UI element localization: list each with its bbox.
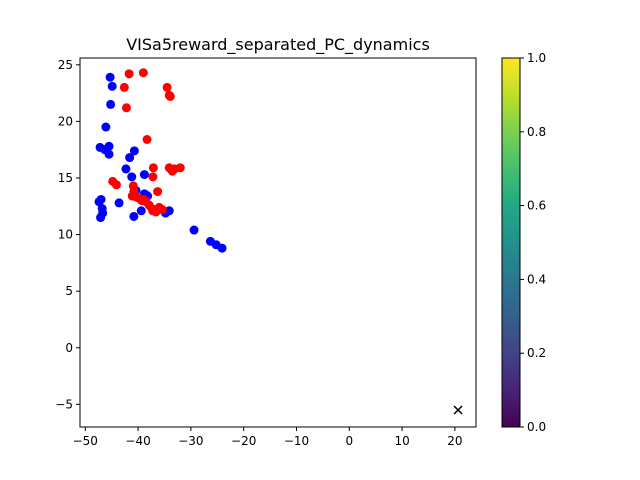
x-tick-label: 0 bbox=[345, 434, 353, 448]
data-point-series-1 bbox=[121, 103, 131, 113]
data-point-series-1 bbox=[142, 134, 152, 144]
data-point-series-0 bbox=[101, 122, 111, 132]
data-point-series-1 bbox=[162, 82, 172, 92]
colorbar-tick-label: 0.8 bbox=[527, 125, 546, 139]
data-point-series-0 bbox=[104, 141, 114, 151]
x-marker-stroke bbox=[453, 405, 463, 415]
x-axis: −50 −40 −30 −20 −10 0 10 20 bbox=[73, 427, 463, 448]
data-point-series-1 bbox=[148, 163, 158, 173]
y-tick-label: 10 bbox=[58, 228, 73, 242]
data-point-series-1 bbox=[111, 180, 121, 190]
data-point-series-0 bbox=[104, 149, 114, 159]
colorbar-tick-label: 0.4 bbox=[527, 272, 546, 286]
points-layer bbox=[94, 68, 463, 415]
data-point-series-0 bbox=[127, 172, 137, 182]
data-point-series-0 bbox=[96, 194, 106, 204]
data-point-series-0 bbox=[129, 211, 139, 221]
data-point-series-0 bbox=[125, 153, 135, 163]
y-tick-label: 5 bbox=[65, 284, 73, 298]
colorbar-tick-label: 0.6 bbox=[527, 199, 546, 213]
colorbar bbox=[501, 57, 521, 428]
data-point-series-1 bbox=[148, 172, 158, 182]
data-point-series-1 bbox=[124, 69, 134, 79]
data-point-series-1 bbox=[139, 194, 149, 204]
data-point-series-1 bbox=[138, 68, 148, 78]
x-marker bbox=[453, 405, 463, 415]
x-tick-label: −50 bbox=[73, 434, 98, 448]
data-point-series-0 bbox=[106, 99, 116, 109]
x-tick-label: 10 bbox=[394, 434, 409, 448]
data-point-series-1 bbox=[165, 91, 175, 101]
y-tick-label: 25 bbox=[58, 58, 73, 72]
colorbar-tick-label: 0.0 bbox=[527, 420, 546, 434]
data-point-series-0 bbox=[136, 206, 146, 216]
x-tick-label: 20 bbox=[447, 434, 462, 448]
y-tick-label: 0 bbox=[65, 341, 73, 355]
y-tick-label: −5 bbox=[55, 397, 73, 411]
data-point-series-0 bbox=[164, 206, 174, 216]
data-point-series-0 bbox=[129, 146, 139, 156]
data-point-series-0 bbox=[96, 213, 106, 223]
data-point-series-0 bbox=[139, 170, 149, 180]
data-point-series-1 bbox=[153, 187, 163, 197]
x-tick-label: −30 bbox=[178, 434, 203, 448]
data-point-series-1 bbox=[157, 205, 167, 215]
data-point-series-0 bbox=[107, 81, 117, 91]
data-point-series-1 bbox=[148, 206, 158, 216]
data-point-series-0 bbox=[217, 243, 227, 253]
data-point-series-1 bbox=[119, 82, 129, 92]
y-axis: −5 0 5 10 15 20 25 bbox=[55, 58, 80, 411]
data-point-series-0 bbox=[121, 164, 131, 174]
y-tick-label: 20 bbox=[58, 114, 73, 128]
data-point-series-0 bbox=[114, 198, 124, 208]
chart-title: VISa5reward_separated_PC_dynamics bbox=[126, 35, 430, 55]
colorbar-tick-label: 0.2 bbox=[527, 346, 546, 360]
colorbar-axis: 0.0 0.2 0.4 0.6 0.8 1.0 bbox=[520, 51, 546, 434]
data-point-series-0 bbox=[105, 72, 115, 82]
y-tick-label: 15 bbox=[58, 171, 73, 185]
x-tick-label: −20 bbox=[231, 434, 256, 448]
data-point-series-0 bbox=[189, 225, 199, 235]
x-tick-label: −40 bbox=[125, 434, 150, 448]
x-tick-label: −10 bbox=[284, 434, 309, 448]
colorbar-tick-label: 1.0 bbox=[527, 51, 546, 65]
plot-area-frame bbox=[79, 57, 477, 428]
data-point-series-1 bbox=[175, 163, 185, 173]
